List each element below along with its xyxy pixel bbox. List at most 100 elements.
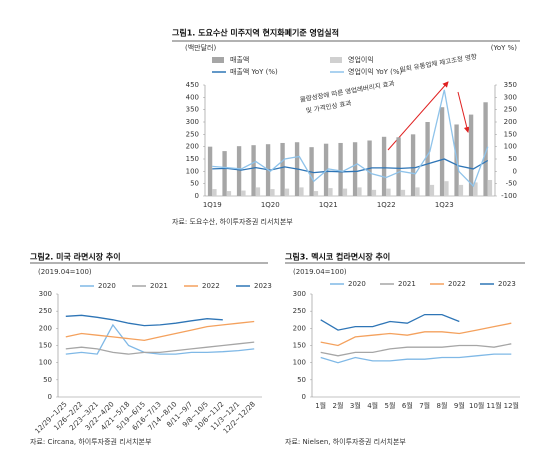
- legend-label: 2021: [398, 280, 416, 288]
- y-tick-label: 100: [293, 359, 306, 367]
- line-series: [65, 314, 223, 327]
- line-series: [65, 320, 255, 342]
- x-tick-label: 1Q21: [319, 201, 338, 209]
- bar: [444, 181, 449, 196]
- legend-label: 영업이익 YoY (%): [348, 67, 402, 76]
- y2-tick-label: 250: [504, 106, 517, 114]
- bar: [280, 142, 285, 196]
- x-tick-label: 3월: [350, 401, 361, 410]
- line-series: [320, 322, 512, 347]
- bar: [429, 184, 435, 196]
- x-tick-label: 1Q20: [261, 201, 280, 209]
- y-tick-label: 150: [293, 342, 306, 350]
- legend-label: 2020: [348, 280, 366, 288]
- y2-tick-label: -50: [506, 180, 517, 188]
- line-series: [212, 89, 489, 188]
- y-tick-label: 250: [186, 130, 199, 138]
- y-tick-label: 50: [43, 376, 52, 384]
- bar: [473, 182, 478, 196]
- x-tick-label: 11월: [486, 401, 501, 410]
- x-tick-label: 1월: [315, 401, 326, 410]
- x-tick-label: 4월: [367, 401, 378, 410]
- line-series: [320, 353, 512, 364]
- y-tick-label: 200: [39, 324, 52, 332]
- bar: [212, 189, 217, 196]
- bar: [270, 189, 275, 196]
- bar: [342, 188, 348, 196]
- line-series: [320, 343, 512, 357]
- y-tick-label: 0: [195, 192, 199, 200]
- bar: [251, 145, 256, 196]
- y-tick-label: 200: [293, 324, 306, 332]
- bar: [396, 137, 401, 196]
- chart-title: 그림3. 멕시코 컵라면시장 추이: [285, 252, 390, 262]
- chart-subtitle: (2019.04=100): [38, 268, 92, 276]
- bar: [313, 191, 319, 196]
- bar: [236, 146, 242, 196]
- y-tick-label: 300: [293, 290, 306, 298]
- source-note: 자료: Circana, 하이투자증권 리서치본부: [30, 437, 152, 446]
- y-tick-label: 250: [293, 307, 306, 315]
- line-series: [65, 341, 255, 355]
- x-tick-label: 7월: [419, 401, 430, 410]
- bar: [483, 102, 488, 196]
- annotation: 일회 유통업체 재고조정 영향: [399, 52, 477, 74]
- legend-label: 2021: [150, 282, 168, 290]
- y-tick-label: 350: [186, 106, 199, 114]
- bar: [425, 122, 430, 196]
- y2-tick-label: 200: [504, 118, 517, 126]
- bar: [458, 184, 464, 196]
- bar: [338, 142, 343, 196]
- legend-label: 매출액 YoY (%): [230, 67, 278, 76]
- legend-label: 영업이익: [348, 55, 374, 64]
- bar: [371, 189, 377, 196]
- y-tick-label: 50: [297, 376, 306, 384]
- x-tick-label: 1Q22: [377, 201, 396, 209]
- y-tick-label: 50: [190, 180, 199, 188]
- y-tick-label: 400: [186, 93, 199, 101]
- legend-label: 2022: [202, 282, 220, 290]
- x-tick-label: 1Q19: [203, 201, 222, 209]
- bar: [415, 187, 420, 196]
- chart-title: 그림1. 도요수산 미주지역 현지화폐기준 영업실적: [172, 28, 339, 38]
- bar: [410, 134, 416, 196]
- x-tick-label: 6월: [402, 401, 413, 410]
- source-note: 자료: Nielsen, 하이투자증권 리서치본부: [285, 437, 406, 446]
- y2-tick-label: 350: [504, 81, 517, 89]
- y2-tick-label: 150: [504, 130, 517, 138]
- source-note: 자료: 도요수산, 하이투자증권 리서치본부: [172, 217, 293, 226]
- y2-tick-label: 0: [513, 167, 517, 175]
- bar: [284, 188, 290, 196]
- y-tick-label: 0: [302, 393, 306, 401]
- bar: [357, 187, 362, 196]
- bar: [381, 136, 387, 196]
- bar: [207, 146, 213, 196]
- bar: [323, 143, 329, 196]
- bar: [226, 191, 232, 196]
- y-tick-label: 150: [186, 155, 199, 163]
- legend-label: 매출액: [230, 55, 249, 64]
- x-tick-label: 1Q23: [435, 201, 454, 209]
- y-tick-label: 200: [186, 143, 199, 151]
- y-tick-label: 450: [186, 81, 199, 89]
- x-tick-label: 12월: [504, 401, 519, 410]
- x-tick-label: 8월: [437, 401, 448, 410]
- legend-label: 2023: [498, 280, 516, 288]
- y-tick-label: 100: [39, 359, 52, 367]
- y2-tick-label: 100: [504, 143, 517, 151]
- y-tick-label: 100: [186, 167, 199, 175]
- legend-swatch: [212, 57, 224, 63]
- y-axis-label: (백만달러): [185, 43, 216, 52]
- x-tick-label: 5월: [385, 401, 396, 410]
- bar: [328, 188, 333, 196]
- bar: [400, 189, 406, 196]
- y-tick-label: 150: [39, 342, 52, 350]
- legend-swatch: [330, 57, 342, 63]
- line-series: [212, 158, 489, 174]
- bar: [352, 142, 358, 196]
- bar: [487, 179, 493, 196]
- bar: [439, 107, 445, 196]
- x-tick-label: 2월: [333, 401, 344, 410]
